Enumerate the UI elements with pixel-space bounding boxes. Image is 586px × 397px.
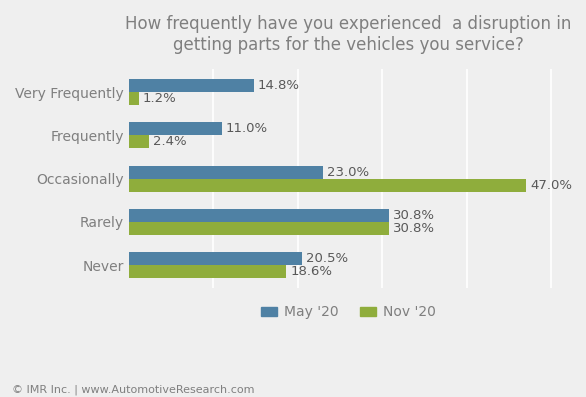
Bar: [128, 265, 286, 278]
Text: 2.4%: 2.4%: [153, 135, 187, 148]
Bar: [128, 166, 323, 179]
Bar: [128, 135, 149, 148]
Text: 47.0%: 47.0%: [530, 179, 573, 192]
Bar: [128, 209, 389, 222]
Legend: May '20, Nov '20: May '20, Nov '20: [255, 300, 442, 325]
Text: © IMR Inc. | www.AutomotiveResearch.com: © IMR Inc. | www.AutomotiveResearch.com: [12, 385, 254, 395]
Text: 1.2%: 1.2%: [143, 92, 177, 105]
Bar: [128, 252, 302, 265]
Text: 30.8%: 30.8%: [393, 222, 435, 235]
Text: 18.6%: 18.6%: [290, 265, 332, 278]
Bar: [128, 179, 526, 192]
Bar: [128, 92, 139, 105]
Text: 30.8%: 30.8%: [393, 209, 435, 222]
Bar: [128, 79, 254, 92]
Title: How frequently have you experienced  a disruption in
getting parts for the vehic: How frequently have you experienced a di…: [125, 15, 572, 54]
Bar: [128, 122, 222, 135]
Text: 14.8%: 14.8%: [258, 79, 300, 92]
Text: 23.0%: 23.0%: [328, 166, 369, 179]
Text: 11.0%: 11.0%: [226, 122, 268, 135]
Bar: [128, 222, 389, 235]
Text: 20.5%: 20.5%: [306, 252, 348, 265]
